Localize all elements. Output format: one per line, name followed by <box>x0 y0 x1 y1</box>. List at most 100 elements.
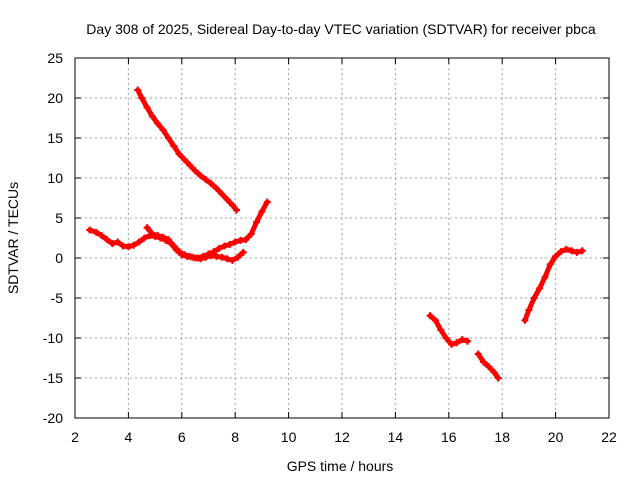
data-point <box>226 240 234 248</box>
y-tick-label: -5 <box>51 290 64 306</box>
data-point <box>426 312 434 320</box>
data-point <box>221 242 229 250</box>
x-tick-label: 22 <box>601 429 617 445</box>
data-point <box>474 350 482 358</box>
data-point <box>234 253 242 261</box>
x-axis-label: GPS time / hours <box>287 458 394 474</box>
x-tick-label: 6 <box>178 429 186 445</box>
x-tick-label: 14 <box>388 429 404 445</box>
data-point <box>578 247 586 255</box>
y-tick-label: 0 <box>55 250 63 266</box>
data-point <box>258 208 266 216</box>
y-tick-label: -10 <box>43 330 63 346</box>
data-point <box>164 236 172 244</box>
y-tick-label: 20 <box>47 90 63 106</box>
data-point <box>135 238 143 246</box>
data-point <box>202 253 210 261</box>
data-point <box>458 336 466 344</box>
data-point <box>86 226 94 234</box>
data-point <box>215 244 223 252</box>
data-point <box>541 273 549 281</box>
data-point <box>463 337 471 345</box>
x-tick-label: 8 <box>231 429 239 445</box>
data-point <box>202 176 210 184</box>
data-point <box>159 233 167 241</box>
data-point <box>180 251 188 259</box>
data-point <box>546 260 554 268</box>
data-point <box>573 248 581 256</box>
series-segment-c <box>134 86 241 214</box>
series-segment-f <box>521 245 586 324</box>
data-point <box>223 255 231 263</box>
grid-lines <box>75 58 609 418</box>
data-point <box>170 242 178 250</box>
data-point <box>453 339 461 347</box>
x-tick-label: 20 <box>548 429 564 445</box>
y-tick-label: 15 <box>47 130 63 146</box>
x-tick-label: 10 <box>281 429 297 445</box>
x-tick-label: 16 <box>441 429 457 445</box>
series-segment-d <box>426 312 471 348</box>
data-point <box>218 253 226 261</box>
data-point <box>138 94 146 102</box>
data-point <box>247 230 255 238</box>
data-point <box>239 248 247 256</box>
series-segment-e <box>474 350 502 382</box>
data-point <box>134 86 142 94</box>
data-point <box>164 134 172 142</box>
y-axis-label: SDTVAR / TECUs <box>5 182 21 294</box>
data-point <box>557 248 565 256</box>
data-point <box>143 104 151 112</box>
y-tick-label: 25 <box>47 50 63 66</box>
data-point <box>180 156 188 164</box>
data-point <box>431 316 439 324</box>
data-point <box>263 198 271 206</box>
data-point <box>525 306 533 314</box>
data-point <box>530 294 538 302</box>
data-point <box>175 150 183 158</box>
data-point <box>108 240 116 248</box>
data-point <box>447 340 455 348</box>
data-point <box>175 248 183 256</box>
x-tick-label: 2 <box>71 429 79 445</box>
data-point <box>485 363 493 371</box>
data-series-group <box>86 86 586 382</box>
data-point <box>562 245 570 253</box>
data-point <box>229 201 237 209</box>
data-point <box>253 218 261 226</box>
data-point <box>229 256 237 264</box>
data-point <box>92 228 100 236</box>
data-point <box>124 243 132 251</box>
data-point <box>213 184 221 192</box>
data-point <box>186 161 194 169</box>
data-point <box>223 196 231 204</box>
data-point <box>103 236 111 244</box>
data-point <box>437 326 445 334</box>
data-point <box>140 234 148 242</box>
data-point <box>148 112 156 120</box>
data-point <box>490 368 498 376</box>
data-point <box>521 316 529 324</box>
data-point <box>196 172 204 180</box>
data-point <box>159 126 167 134</box>
y-tick-label: 5 <box>55 210 63 226</box>
data-point <box>231 238 239 246</box>
data-point <box>170 142 178 150</box>
axis-ticks: 2 4 6 8 10 12 14 16 18 20 22 25 20 15 10 5 0 -5 -10 -15 -20 <box>43 50 617 445</box>
x-tick-label: 12 <box>334 429 350 445</box>
y-tick-label: 10 <box>47 170 63 186</box>
data-point <box>242 236 250 244</box>
data-point <box>186 252 194 260</box>
data-point <box>442 334 450 342</box>
data-point <box>233 206 241 214</box>
chart-title: Day 308 of 2025, Sidereal Day-to-day VTE… <box>86 21 596 37</box>
data-point <box>536 284 544 292</box>
y-tick-label: -20 <box>43 410 63 426</box>
data-point <box>130 241 138 249</box>
data-point <box>568 247 576 255</box>
series-line <box>522 246 585 323</box>
y-tick-label: -15 <box>43 370 63 386</box>
data-point <box>191 167 199 175</box>
data-point <box>143 224 151 232</box>
